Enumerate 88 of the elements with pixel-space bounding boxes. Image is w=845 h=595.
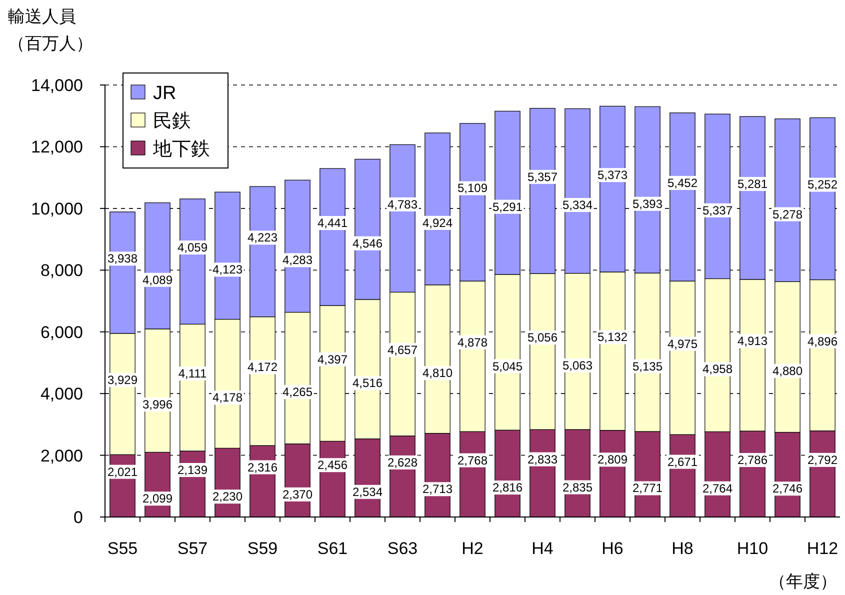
data-label: 4,880 [772,364,803,378]
data-label: 4,123 [212,262,243,277]
x-tick-label: S61 [317,539,348,558]
data-label: 4,913 [737,334,768,348]
data-label: 2,099 [142,492,173,506]
y-tick-label: 2,000 [40,446,83,466]
x-tick-label: S63 [387,539,418,558]
legend-label: 地下鉄 [152,139,210,160]
data-label: 2,792 [807,452,838,467]
data-label: 3,938 [107,252,138,266]
data-label: 2,370 [282,487,313,502]
data-label: 5,452 [667,176,698,190]
x-tick-label: S57 [177,539,208,558]
data-label: 5,063 [562,358,593,372]
data-label: 2,786 [737,453,768,468]
x-tick-label: H12 [806,539,838,558]
data-label: 4,924 [422,216,453,230]
x-tick-label: H4 [532,539,554,558]
x-tick-label: H2 [462,539,484,558]
data-label: 5,281 [737,176,768,191]
data-label: 5,252 [807,178,838,192]
data-label: 5,135 [632,359,663,374]
data-label: 4,178 [212,390,243,405]
legend-label: JR [153,83,176,104]
data-label: 5,357 [527,170,558,184]
y-tick-label: 12,000 [31,138,83,157]
data-label: 4,089 [142,272,173,287]
data-label: 4,657 [387,343,418,358]
text: （百万人） [8,34,93,53]
y-axis-title: 輸送人員 [8,7,76,26]
y-tick-label: 14,000 [31,76,83,95]
data-label: 2,764 [702,481,733,496]
y-tick-label: 10,000 [31,199,83,218]
data-label: 4,516 [352,376,383,390]
x-tick-label: S59 [247,539,278,558]
x-tick-label: H8 [672,539,694,558]
data-label: 2,816 [492,480,523,495]
data-label: 2,809 [597,452,628,467]
data-label: 4,958 [702,362,733,376]
data-label: 4,810 [422,366,453,380]
data-label: 4,896 [807,334,838,348]
data-label: 3,996 [142,398,173,412]
data-label: 4,223 [247,230,278,245]
y-tick-label: 4,000 [40,384,83,404]
data-label: 5,373 [597,168,628,182]
data-label: 2,139 [177,463,208,477]
data-label: 5,291 [492,200,523,214]
data-label: 2,456 [317,458,348,472]
data-label: 2,534 [352,484,383,499]
data-label: 4,283 [282,253,313,268]
legend-label: 民鉄 [153,111,191,132]
y-tick-label: 6,000 [40,322,83,342]
data-label: 5,334 [562,198,593,212]
data-label: 5,278 [772,207,803,222]
data-label: 4,546 [352,236,383,250]
data-label: 2,316 [247,460,278,474]
data-label: 2,671 [667,454,698,469]
x-axis-title: （年度） [769,572,837,591]
data-label: 3,929 [107,373,138,388]
data-label: 4,172 [247,360,278,374]
data-label: 5,045 [492,359,523,374]
data-label: 4,397 [317,352,348,366]
data-label: 5,109 [457,181,488,196]
data-label: 2,230 [212,490,243,504]
data-label: 2,713 [422,482,453,496]
data-label: 2,746 [772,482,803,496]
data-label: 4,783 [387,197,418,212]
data-label: 4,441 [317,216,348,230]
data-label: 2,835 [562,480,593,494]
data-label: 2,833 [527,452,558,466]
data-label: 5,056 [527,330,558,345]
data-label: 5,337 [702,203,733,218]
data-label: 4,059 [177,240,208,255]
x-tick-label: H10 [736,539,768,558]
data-label: 4,111 [178,366,207,381]
x-tick-label: S55 [107,539,138,558]
y-tick-label: 0 [74,508,83,527]
data-label: 2,768 [457,453,488,468]
data-label: 2,628 [387,455,418,470]
data-label: 5,132 [597,330,628,344]
data-label: 2,021 [107,464,138,479]
y-tick-label: 8,000 [40,261,83,280]
data-label: 4,265 [282,385,313,400]
data-label: 4,878 [457,335,488,350]
x-tick-label: H6 [602,539,624,558]
data-label: 5,393 [632,196,663,211]
data-label: 4,975 [667,336,698,351]
data-label: 2,771 [632,481,663,496]
